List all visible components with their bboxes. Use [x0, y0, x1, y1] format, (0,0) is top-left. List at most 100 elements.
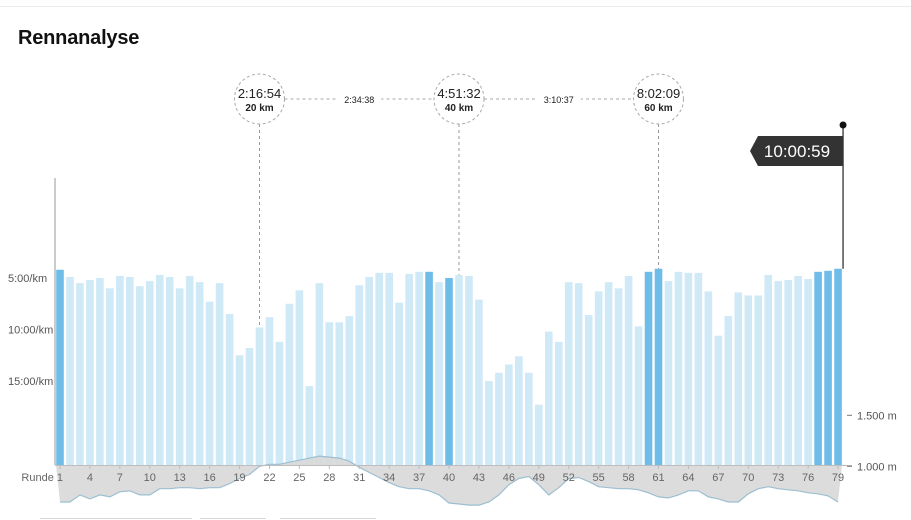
bar-lap-36: [405, 273, 413, 465]
x-tick-label-49: 49: [533, 472, 545, 484]
bottom-tab-line-2: [200, 518, 266, 519]
bar-lap-74: [784, 280, 792, 465]
checkpoint-distance-3: 60 km: [644, 103, 672, 114]
x-tick-label-16: 16: [204, 472, 216, 484]
bar-lap-55: [594, 291, 603, 465]
bar-lap-38: [425, 271, 433, 465]
bar-lap-28: [325, 322, 334, 465]
checkpoint-circle-3: [633, 73, 684, 125]
bar-lap-58: [624, 275, 633, 465]
bar-lap-39: [435, 282, 443, 465]
bar-lap-53: [574, 283, 583, 465]
bar-lap-24: [285, 303, 294, 465]
bar-lap-79: [834, 268, 842, 465]
bar-lap-49: [535, 404, 543, 465]
bar-lap-19: [235, 355, 244, 465]
bar-lap-40: [445, 278, 453, 465]
bar-lap-2: [66, 276, 74, 465]
finish-time: 10:00:59: [764, 142, 830, 161]
bar-lap-1: [56, 269, 64, 465]
x-tick-label-52: 52: [563, 472, 575, 484]
bar-lap-30: [345, 316, 354, 465]
x-tick-label-25: 25: [293, 472, 305, 484]
bar-lap-44: [485, 381, 493, 465]
bar-lap-77: [814, 271, 822, 465]
bar-lap-63: [674, 271, 683, 465]
checkpoint-time-3: 8:02:09: [637, 86, 680, 101]
bar-lap-25: [295, 290, 304, 465]
elevation-area: [56, 456, 842, 506]
bar-lap-14: [185, 275, 194, 465]
x-tick-label-61: 61: [652, 472, 664, 484]
y-tick-label-15-00-km: 15:00/km: [8, 376, 53, 388]
x-tick-label-70: 70: [742, 472, 754, 484]
bar-lap-17: [215, 283, 224, 465]
bar-lap-54: [584, 315, 593, 465]
bar-lap-34: [385, 272, 393, 465]
finish-flag-pole-top: [839, 121, 847, 129]
bar-lap-10: [145, 281, 154, 465]
bar-lap-37: [415, 271, 423, 465]
bar-lap-64: [684, 272, 693, 465]
bar-lap-27: [315, 283, 324, 465]
bar-lap-4: [86, 280, 94, 465]
x-tick-label-34: 34: [383, 472, 395, 484]
bar-lap-66: [704, 291, 713, 465]
finish-flag: [750, 136, 844, 166]
bar-lap-6: [106, 288, 114, 465]
x-tick-label-1: Runde 1: [21, 472, 63, 484]
bar-lap-76: [804, 279, 812, 465]
elevation-tick-label: 1.000 m: [857, 461, 897, 473]
bar-lap-12: [165, 276, 174, 465]
split-label-bg-1: [337, 92, 382, 106]
page-title: Rennanalyse: [18, 27, 140, 49]
x-tick-label-76: 76: [802, 472, 814, 484]
bar-lap-43: [475, 299, 483, 465]
bar-lap-72: [764, 274, 773, 465]
bar-lap-9: [136, 286, 144, 465]
bar-lap-15: [195, 282, 204, 465]
bar-lap-20: [245, 348, 254, 465]
bar-lap-21: [255, 327, 264, 465]
bar-lap-8: [126, 276, 134, 465]
x-tick-label-67: 67: [712, 472, 724, 484]
bar-lap-22: [265, 317, 274, 465]
x-tick-label-37: 37: [413, 472, 425, 484]
bar-lap-5: [96, 278, 104, 465]
bar-lap-60: [644, 271, 653, 465]
bar-lap-23: [275, 341, 284, 465]
bar-lap-61: [654, 268, 663, 465]
x-tick-label-58: 58: [622, 472, 634, 484]
bar-lap-13: [175, 288, 184, 465]
split-label-bg-2: [536, 92, 581, 106]
x-tick-label-10: 10: [144, 472, 156, 484]
bar-lap-41: [455, 274, 463, 465]
x-tick-label-64: 64: [682, 472, 694, 484]
bar-lap-29: [335, 322, 344, 465]
bar-lap-73: [774, 281, 782, 465]
bar-lap-65: [694, 272, 703, 465]
bar-lap-67: [714, 335, 723, 465]
bar-lap-51: [554, 341, 563, 465]
bar-lap-18: [225, 314, 234, 465]
bar-lap-78: [824, 270, 832, 465]
x-tick-label-31: 31: [353, 472, 365, 484]
y-tick-label-10-00-km: 10:00/km: [8, 325, 53, 337]
bar-lap-11: [155, 274, 164, 465]
bar-lap-50: [544, 331, 553, 465]
x-tick-label-73: 73: [772, 472, 784, 484]
bar-lap-7: [116, 275, 124, 465]
bar-lap-62: [664, 281, 673, 465]
bar-lap-3: [76, 283, 84, 465]
bar-lap-45: [495, 372, 503, 465]
bar-lap-75: [794, 275, 802, 465]
x-tick-label-13: 13: [174, 472, 186, 484]
bar-lap-48: [525, 372, 533, 465]
bar-lap-71: [754, 295, 763, 465]
checkpoint-time-2: 4:51:32: [437, 86, 480, 101]
bar-lap-68: [724, 316, 733, 465]
bar-lap-32: [365, 276, 374, 465]
bar-lap-42: [465, 275, 473, 465]
checkpoint-distance-1: 20 km: [245, 103, 273, 114]
